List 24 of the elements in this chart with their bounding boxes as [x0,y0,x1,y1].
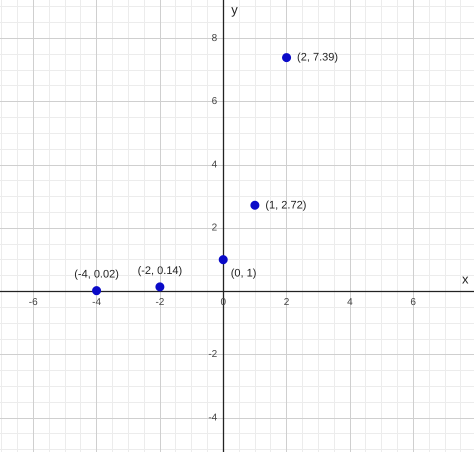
y-tick-label: 2 [212,222,218,234]
data-label: (-2, 0.14) [138,264,182,277]
x-tick-label: -6 [28,296,38,308]
data-label: (1, 2.72) [265,199,306,212]
point [250,200,260,210]
x-axis-title: x [462,271,469,286]
point [218,255,228,264]
y-tick-label: 6 [212,96,218,108]
data-label: (2, 7.39) [297,52,338,64]
y-tick-label: 8 [212,32,218,44]
x-tick-label: 4 [347,296,354,308]
y-tick-label: 4 [212,159,218,170]
y-axis-title: y [231,2,238,17]
point [92,286,102,296]
data-label: (-4, 0.02) [74,268,119,281]
y-tick-label: -4 [208,412,218,424]
point [155,282,164,292]
x-tick-label: 2 [284,296,290,308]
x-tick-label: -4 [92,296,102,308]
point [282,53,292,62]
x-tick-label: -2 [155,296,165,308]
x-tick-label: 6 [410,296,416,308]
y-tick-label: -2 [208,349,218,360]
data-label: (0, 1) [230,268,256,280]
